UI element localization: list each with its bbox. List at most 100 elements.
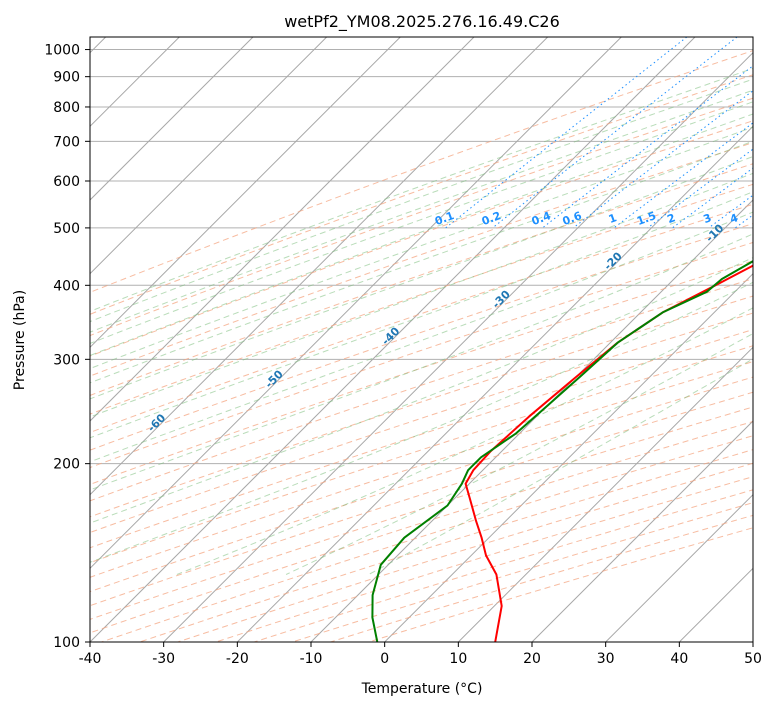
isotherm-line: [90, 37, 475, 422]
dewpoint-profile: [371, 260, 753, 642]
dry-adiabat: [90, 223, 753, 451]
mixing-ratio-line: [445, 37, 688, 229]
moist-adiabat: [90, 67, 753, 312]
background-lines: [90, 37, 753, 642]
y-tick-label: 300: [53, 352, 80, 368]
y-tick-label: 800: [53, 100, 80, 116]
mixing-ratio-label: 4: [728, 211, 740, 226]
y-tick-label: 1000: [44, 43, 80, 59]
dry-adiabat: [90, 142, 753, 377]
y-tick-label: 200: [53, 457, 80, 473]
moist-adiabat: [90, 172, 753, 418]
mixing-ratio-line: [647, 148, 753, 229]
x-tick-label: 0: [380, 651, 389, 667]
x-tick-label: -40: [79, 651, 102, 667]
y-axis: 1000 900 800 700 600 500 400 300 200 100: [44, 43, 90, 651]
isotherm-line: [531, 420, 753, 642]
isotherm-line: [163, 51, 753, 642]
dry-adiabat: [90, 163, 753, 396]
isotherm-line: [752, 641, 753, 642]
moist-adiabat: [90, 257, 753, 524]
x-axis: -40 -30 -20 -10 0 10 20 30 40 50: [79, 642, 762, 667]
moist-adiabat: [90, 233, 753, 491]
mixing-ratio-label: 2: [665, 211, 677, 226]
moist-adiabat: [90, 78, 753, 323]
mixing-ratio-label: 3: [702, 211, 714, 226]
y-tick-label: 500: [53, 221, 80, 237]
mixing-ratio-label: 6: [767, 211, 775, 226]
dry-adiabat: [90, 120, 753, 357]
isotherm-label: -40: [379, 324, 402, 347]
isotherm-line: [605, 493, 753, 642]
isotherm-label: -20: [602, 249, 625, 272]
isotherm-line: [310, 199, 753, 642]
plot-frame: [89, 36, 754, 643]
moist-adiabat: [90, 89, 753, 333]
dry-adiabat: [90, 278, 753, 502]
mixing-ratio-label: 0.1: [433, 209, 456, 228]
x-tick-label: 50: [744, 651, 762, 667]
moist-adiabat: [90, 191, 753, 439]
mixing-ratio-label: 1: [607, 211, 619, 226]
mixing-ratio-label: 0.6: [561, 209, 584, 228]
isotherm-line: [236, 125, 753, 642]
mixing-ratio-label: 0.2: [480, 209, 503, 228]
dry-adiabat: [90, 183, 753, 415]
mixing-ratio-line: [734, 214, 753, 229]
isotherm-line: [90, 37, 401, 349]
mixing-ratio-label: 0.4: [530, 209, 553, 228]
y-tick-label: 100: [53, 635, 80, 651]
x-tick-label: 30: [597, 651, 615, 667]
y-tick-label: 700: [53, 134, 80, 150]
mixing-ratio-label: 1.5: [635, 209, 658, 228]
dry-adiabat: [292, 502, 753, 642]
dry-adiabat: [90, 74, 753, 315]
x-tick-label: 20: [523, 651, 541, 667]
x-tick-label: 40: [670, 651, 688, 667]
chart-title: wetPf2_YM08.2025.276.16.49.C26: [284, 12, 560, 32]
isotherm-line: [90, 37, 549, 496]
isotherm-line: [457, 346, 753, 642]
dry-adiabat: [177, 462, 753, 642]
moist-adiabat: [176, 307, 753, 575]
x-axis-label: Temperature (°C): [361, 681, 483, 697]
dry-adiabat: [90, 329, 753, 549]
dry-adiabat: [90, 312, 753, 534]
y-tick-label: 600: [53, 174, 80, 190]
y-tick-label: 400: [53, 278, 80, 294]
moist-adiabat: [90, 113, 753, 357]
mixing-ratio-line: [672, 167, 753, 229]
mixing-ratio-line: [492, 37, 738, 229]
temperature-profile: [464, 264, 753, 642]
x-tick-label: -10: [300, 651, 323, 667]
dry-adiabat: [101, 435, 753, 642]
isotherm-line: [678, 567, 753, 642]
dry-adiabat: [90, 97, 753, 337]
line-labels: -100-90-80-70-60-50-40-30-20-100.10.20.4…: [20, 209, 775, 486]
moist-adiabat: [90, 211, 753, 463]
moist-adiabat: [90, 156, 753, 400]
moist-adiabat: [90, 140, 753, 384]
moist-adiabat: [90, 101, 753, 344]
moist-adiabat: [285, 332, 753, 575]
isotherm-label: -50: [263, 367, 286, 390]
isotherm-line: [90, 37, 696, 642]
moist-adiabat: [368, 358, 753, 575]
dry-adiabat: [90, 260, 753, 485]
x-tick-label: -30: [152, 651, 175, 667]
x-tick-label: 10: [449, 651, 467, 667]
mixing-ratio-line: [572, 90, 753, 229]
dry-adiabat: [90, 50, 753, 293]
isotherm-label: -70: [20, 463, 43, 486]
y-tick-label: 900: [53, 70, 80, 86]
isotherm-label: -60: [145, 411, 168, 434]
isotherm-line: [90, 37, 622, 570]
isotherm-line: [90, 37, 254, 201]
moist-adiabat: [90, 126, 753, 370]
series-layer: [371, 260, 753, 642]
isotherm-line: [90, 37, 328, 275]
y-axis-label: Pressure (hPa): [12, 290, 28, 390]
dry-adiabat: [90, 391, 753, 607]
dry-adiabat: [330, 514, 753, 642]
